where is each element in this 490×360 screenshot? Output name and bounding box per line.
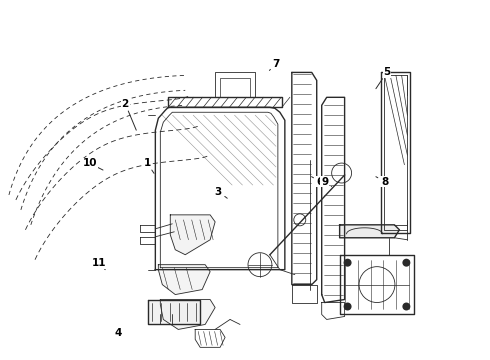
- Text: 8: 8: [381, 177, 389, 187]
- Text: 1: 1: [144, 158, 151, 168]
- Text: 10: 10: [82, 158, 97, 168]
- Polygon shape: [171, 215, 215, 255]
- Text: 7: 7: [272, 59, 280, 69]
- Polygon shape: [158, 265, 210, 294]
- Circle shape: [402, 259, 410, 267]
- Circle shape: [343, 259, 352, 267]
- Polygon shape: [340, 225, 399, 238]
- Text: 11: 11: [91, 258, 106, 268]
- Text: 5: 5: [383, 67, 391, 77]
- Polygon shape: [160, 300, 215, 329]
- Text: 9: 9: [321, 177, 328, 187]
- Circle shape: [402, 302, 410, 310]
- Text: 4: 4: [115, 328, 122, 338]
- Text: 2: 2: [122, 99, 129, 109]
- Circle shape: [343, 302, 352, 310]
- Polygon shape: [148, 300, 200, 324]
- Text: 6: 6: [317, 177, 324, 187]
- Text: 3: 3: [215, 186, 222, 197]
